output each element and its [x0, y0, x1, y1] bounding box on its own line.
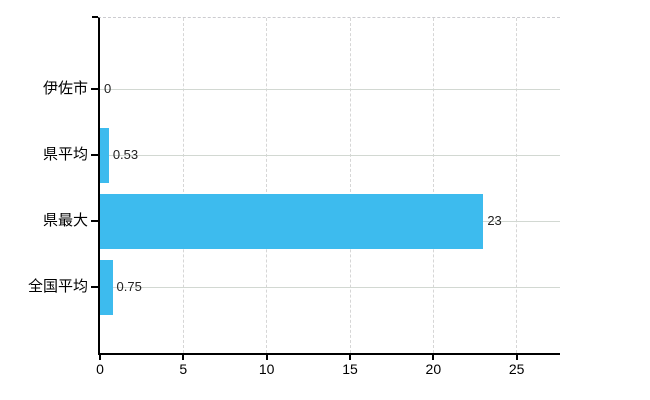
y-axis-top-tick — [92, 16, 98, 18]
bar-value-label: 0.75 — [116, 279, 142, 294]
category-label: 伊佐市 — [42, 80, 88, 97]
y-axis-tick — [91, 88, 98, 90]
y-axis-tick — [91, 220, 98, 222]
x-axis-tick — [349, 355, 351, 360]
horizontal-gridline — [100, 155, 560, 156]
bar-2 — [100, 127, 109, 183]
plot-area: 0 0.53 23 0.75 — [98, 17, 560, 355]
vertical-gridline — [516, 18, 518, 353]
bar-3 — [100, 193, 484, 249]
x-axis-tick-label: 10 — [258, 361, 275, 377]
category-label: 県平均 — [42, 146, 88, 163]
bar-4 — [100, 259, 113, 315]
x-axis-tick — [265, 355, 268, 360]
horizontal-gridline — [100, 287, 560, 288]
category-label: 全国平均 — [27, 278, 88, 295]
y-axis-tick — [91, 286, 98, 288]
x-axis-tick-label: 20 — [425, 361, 442, 377]
x-axis-tick-label: 25 — [508, 361, 525, 377]
vertical-gridline — [349, 18, 351, 353]
x-axis-tick-label: 0 — [96, 361, 104, 377]
bar-value-label: 0 — [104, 81, 112, 96]
x-axis-tick-label: 5 — [179, 361, 188, 377]
bar-value-label: 0.53 — [112, 147, 139, 162]
x-axis-tick — [515, 355, 518, 360]
horizontal-gridline — [100, 89, 560, 90]
vertical-gridline — [266, 18, 268, 353]
bar-value-label: 23 — [487, 213, 502, 228]
vertical-gridline — [432, 18, 434, 353]
vertical-gridline — [182, 18, 184, 353]
x-axis-tick — [182, 355, 185, 360]
category-label: 県最大 — [42, 212, 88, 229]
y-axis-tick — [91, 154, 98, 156]
x-axis-tick — [99, 355, 101, 360]
x-axis-tick-label: 15 — [342, 361, 358, 377]
x-axis-tick — [432, 355, 435, 360]
